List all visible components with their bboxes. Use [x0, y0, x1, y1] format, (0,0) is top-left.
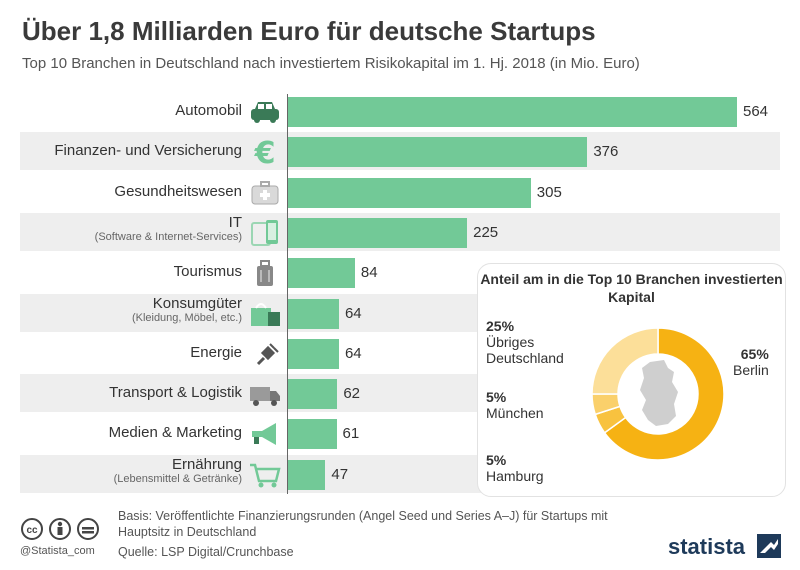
category-name: Energie: [190, 343, 242, 361]
bar: [288, 97, 737, 127]
category-label: Automobil: [175, 102, 242, 119]
category-sub: (Kleidung, Möbel, etc.): [131, 311, 242, 324]
name-uebriges-1: Übriges: [486, 334, 535, 350]
category-label: Gesundheitswesen: [114, 183, 242, 200]
svg-text:cc: cc: [26, 525, 38, 536]
bar-value-label: 47: [331, 465, 349, 483]
bar: [288, 137, 588, 168]
donut-panel: Anteil am in die Top 10 Branchen investi…: [477, 263, 786, 497]
footer-notes: Basis: Veröffentlichte Finanzierungsrund…: [118, 508, 608, 560]
category-label: Energie: [190, 344, 242, 361]
category-label: Medien & Marketing: [109, 424, 242, 441]
category-label: Ernährung (Lebensmittel & Getränke): [114, 456, 242, 485]
label-muenchen: 5% München: [486, 389, 544, 421]
name-hamburg: Hamburg: [486, 468, 544, 484]
name-berlin: Berlin: [733, 362, 769, 378]
name-uebriges-2: Deutschland: [486, 350, 564, 366]
bar-value-label: 225: [473, 223, 499, 241]
bar-value-label: 376: [593, 143, 619, 161]
category-name: Transport & Logistik: [109, 384, 242, 402]
pct-berlin: 65%: [740, 346, 769, 362]
bar: [288, 298, 339, 329]
category-name: Gesundheitswesen: [114, 182, 242, 200]
first-aid-kit-icon: [251, 180, 279, 205]
bar: [288, 459, 326, 490]
suitcase-icon: [257, 260, 273, 287]
pct-uebriges: 25%: [486, 318, 515, 334]
plug-icon: [256, 343, 279, 365]
bar-value-label: 305: [536, 183, 562, 201]
category-label: IT (Software & Internet-Services): [95, 214, 242, 243]
category-sub: (Lebensmittel & Getränke): [113, 472, 242, 485]
bar-value-label: 62: [343, 385, 361, 403]
pct-hamburg: 5%: [486, 452, 507, 468]
bar-value-label: 61: [342, 425, 360, 443]
donut-slice: [603, 327, 725, 461]
creative-commons-icon: cc: [21, 518, 99, 540]
category-name: Finanzen- und Versicherung: [54, 142, 242, 160]
footer-source: Quelle: LSP Digital/Crunchbase: [118, 545, 294, 559]
category-sub: (Software & Internet-Services): [94, 230, 242, 243]
megaphone-icon: [252, 423, 276, 446]
bar: [288, 177, 531, 208]
euro-icon: €: [254, 136, 276, 168]
shopping-cart-icon: [250, 463, 281, 488]
name-muenchen: München: [486, 405, 544, 421]
bar: [288, 217, 468, 248]
donut-title: Anteil am in die Top 10 Branchen investi…: [480, 271, 783, 305]
truck-icon: [250, 387, 280, 407]
category-name: Ernährung: [171, 455, 242, 473]
category-name: Medien & Marketing: [108, 424, 242, 442]
bar: [288, 258, 355, 289]
bar-value-label: 64: [344, 344, 362, 362]
statista-logo-text[interactable]: statista: [668, 534, 746, 559]
bar-value-label: 564: [743, 103, 769, 120]
pct-muenchen: 5%: [486, 389, 507, 405]
devices-icon: [251, 219, 278, 246]
category-label: Konsumgüter (Kleidung, Möbel, etc.): [132, 295, 242, 324]
category-name: Tourismus: [173, 263, 242, 281]
chart-subtitle: Top 10 Branchen in Deutschland nach inve…: [22, 55, 640, 72]
donut-chart: [591, 327, 725, 461]
label-hamburg: 5% Hamburg: [486, 452, 544, 484]
footer-basis: Basis: Veröffentlichte Finanzierungsrund…: [118, 509, 608, 539]
bar-axis-line: [287, 94, 288, 494]
bar: [288, 338, 339, 369]
category-name: IT: [228, 213, 242, 231]
shopping-bag-icon: [251, 302, 280, 326]
category-name: Konsumgüter: [152, 294, 242, 312]
category-label: Tourismus: [174, 263, 242, 280]
bar: [288, 379, 338, 410]
car-icon: [251, 102, 279, 123]
svg-text:€: €: [254, 136, 276, 168]
bar-value-label: 84: [360, 264, 378, 282]
license-icons: cc: [20, 517, 110, 548]
label-berlin: 65% Berlin: [733, 346, 769, 378]
bar-value-label: 64: [344, 304, 362, 322]
label-uebriges: 25% Übriges Deutschland: [486, 318, 564, 366]
category-name: Automobil: [175, 102, 242, 119]
statista-handle: @Statista_com: [20, 545, 95, 557]
statista-logo-icon: [757, 534, 781, 558]
chart-title: Über 1,8 Milliarden Euro für deutsche St…: [22, 16, 596, 46]
germany-map-icon: [640, 360, 678, 426]
donut-slice: [591, 327, 659, 395]
category-label: Finanzen- und Versicherung: [54, 142, 242, 159]
bar: [288, 419, 337, 450]
category-label: Transport & Logistik: [109, 384, 242, 401]
